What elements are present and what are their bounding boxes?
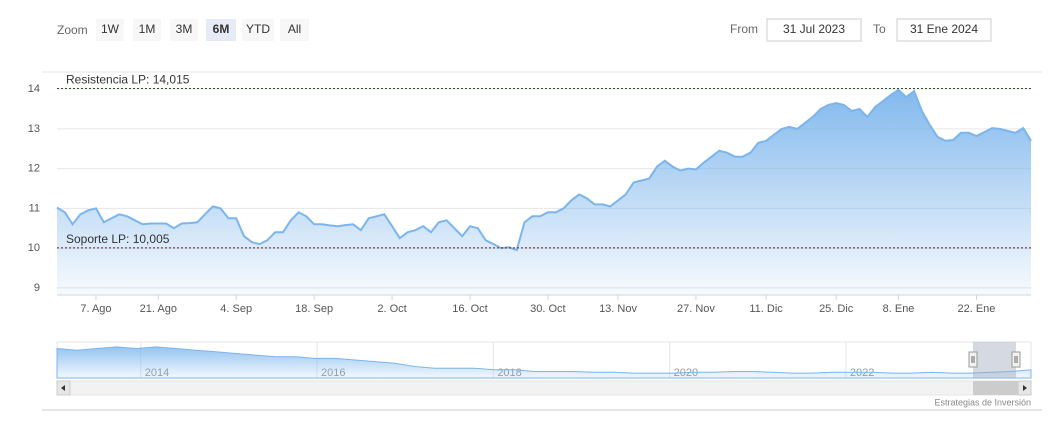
x-tick-label: 11. Dic	[749, 303, 783, 315]
zoom-button[interactable]	[133, 19, 161, 41]
zoom-button[interactable]	[242, 19, 274, 41]
x-tick-label: 2. Oct	[377, 303, 406, 315]
zoom-button-label[interactable]: All	[288, 22, 301, 36]
from-date[interactable]: 31 Jul 2023	[783, 22, 845, 36]
y-tick-label: 14	[28, 83, 40, 95]
x-tick-label: 8. Ene	[883, 303, 915, 315]
x-tick-label: 4. Sep	[220, 303, 252, 315]
arrow-left	[61, 385, 65, 391]
zoom-button[interactable]	[280, 19, 309, 41]
arrow-right	[1023, 385, 1027, 391]
navigator-mask	[973, 342, 1016, 378]
from-input[interactable]	[766, 18, 862, 42]
zoom-button[interactable]	[170, 19, 198, 41]
zoom-button-label[interactable]: 6M	[213, 22, 230, 36]
navigator-handle[interactable]	[968, 351, 978, 368]
to-date[interactable]: 31 Ene 2024	[910, 22, 978, 36]
y-tick-label: 10	[28, 242, 40, 254]
credits: Estrategias de Inversión	[934, 397, 1031, 407]
y-tick-label: 13	[28, 123, 40, 135]
x-tick-label: 25. Dic	[819, 303, 854, 315]
from-label: From	[730, 22, 758, 36]
y-tick-label: 9	[34, 282, 40, 294]
to-input[interactable]	[896, 18, 992, 42]
zoom-button-label[interactable]: 1M	[139, 22, 156, 36]
x-tick-label: 30. Oct	[530, 303, 565, 315]
x-tick-label: 13. Nov	[599, 303, 637, 315]
x-tick-label: 22. Ene	[957, 303, 995, 315]
y-tick-label: 12	[28, 163, 40, 175]
area-fill	[57, 89, 1031, 296]
x-tick-label: 7. Ago	[80, 303, 111, 315]
x-tick-label: 21. Ago	[140, 303, 177, 315]
scrollbar-track	[56, 380, 1032, 396]
zoom-button[interactable]	[206, 19, 236, 41]
plot-line-label: Soporte LP: 10,005	[66, 232, 170, 246]
price-line	[56, 88, 1032, 252]
zoom-button-label[interactable]: YTD	[246, 22, 270, 36]
zoom-button-label[interactable]: 3M	[176, 22, 193, 36]
zoom-button[interactable]	[96, 19, 124, 41]
x-tick-label: 18. Sep	[295, 303, 333, 315]
navigator-handle[interactable]	[1011, 351, 1021, 368]
zoom-label: Zoom	[57, 23, 88, 37]
x-tick-label: 16. Oct	[452, 303, 487, 315]
navigator-area	[56, 346, 1032, 379]
x-tick-label: 27. Nov	[677, 303, 715, 315]
plot-line-label: Resistencia LP: 14,015	[66, 73, 190, 87]
scrollbar-thumb[interactable]	[973, 381, 1018, 395]
to-label: To	[873, 22, 886, 36]
zoom-button-label[interactable]: 1W	[101, 22, 120, 36]
y-tick-label: 11	[29, 202, 40, 214]
